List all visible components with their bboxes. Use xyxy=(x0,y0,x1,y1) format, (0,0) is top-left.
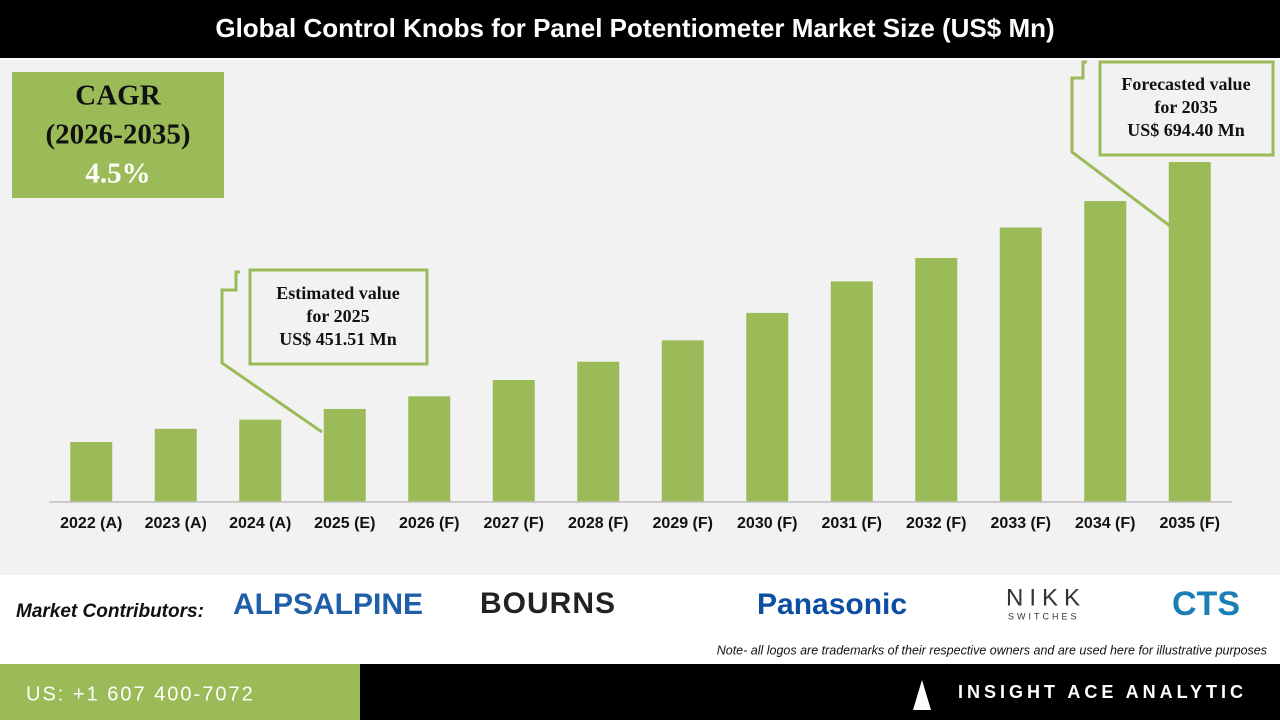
bar xyxy=(323,408,366,502)
logo: Panasonic xyxy=(757,588,907,621)
annotation-text: for 2025 xyxy=(306,306,369,326)
x-tick-label: 2033 (F) xyxy=(991,515,1051,532)
x-tick-label: 2027 (F) xyxy=(484,515,544,532)
bar xyxy=(661,340,704,502)
contributors-label: Market Contributors: xyxy=(16,601,204,622)
x-tick-label: 2031 (F) xyxy=(822,515,882,532)
brand-icon xyxy=(913,680,931,710)
note: Note- all logos are trademarks of their … xyxy=(717,643,1267,657)
callout-line xyxy=(220,270,323,434)
brand-bar xyxy=(360,664,1280,720)
annotation-text: US$ 451.51 Mn xyxy=(279,329,397,349)
annotation-box xyxy=(1098,60,1275,157)
x-tick-label: 2032 (F) xyxy=(906,515,966,532)
title-bar xyxy=(0,0,1280,58)
bar xyxy=(70,442,113,502)
cagr-value: 4.5% xyxy=(85,158,150,190)
bar xyxy=(915,258,958,502)
annotation-box xyxy=(248,268,429,366)
annotation-text: Forecasted value xyxy=(1121,74,1250,94)
annotation-text: US$ 694.40 Mn xyxy=(1127,120,1245,140)
chart-title: Global Control Knobs for Panel Potentiom… xyxy=(215,13,1054,43)
bar xyxy=(577,361,620,502)
bar xyxy=(830,281,873,502)
bar xyxy=(492,380,535,502)
cagr-box xyxy=(12,72,224,198)
annotation-text: for 2035 xyxy=(1154,97,1217,117)
cagr-label: CAGR xyxy=(75,80,161,112)
x-tick-label: 2028 (F) xyxy=(568,515,628,532)
logo: CTS xyxy=(1172,585,1240,623)
x-tick-label: 2023 (A) xyxy=(145,515,207,532)
x-tick-label: 2024 (A) xyxy=(229,515,291,532)
x-tick-label: 2035 (F) xyxy=(1160,515,1220,532)
logo: SWITCHES xyxy=(1008,611,1080,621)
brand: INSIGHT ACE ANALYTIC xyxy=(958,682,1247,702)
logo: NIKK xyxy=(1006,584,1086,611)
annotation-text: Estimated value xyxy=(276,283,400,303)
logo: BOURNS xyxy=(480,587,616,620)
bar xyxy=(408,396,451,502)
logo: ALPSALPINE xyxy=(233,588,423,621)
x-tick-label: 2026 (F) xyxy=(399,515,459,532)
x-tick-label: 2022 (A) xyxy=(60,515,122,532)
bar xyxy=(999,227,1042,502)
x-tick-label: 2034 (F) xyxy=(1075,515,1135,532)
callout-line xyxy=(1070,60,1171,228)
x-tick-label: 2025 (E) xyxy=(314,515,375,532)
phone: US: +1 607 400-7072 xyxy=(26,683,255,705)
x-tick-label: 2030 (F) xyxy=(737,515,797,532)
x-tick-label: 2029 (F) xyxy=(653,515,713,532)
bar xyxy=(154,428,197,502)
phone-bar xyxy=(0,664,360,720)
bar xyxy=(1168,162,1211,502)
bar xyxy=(746,312,789,502)
bar xyxy=(1084,201,1127,503)
cagr-period: (2026-2035) xyxy=(46,119,191,151)
bar xyxy=(239,419,282,502)
